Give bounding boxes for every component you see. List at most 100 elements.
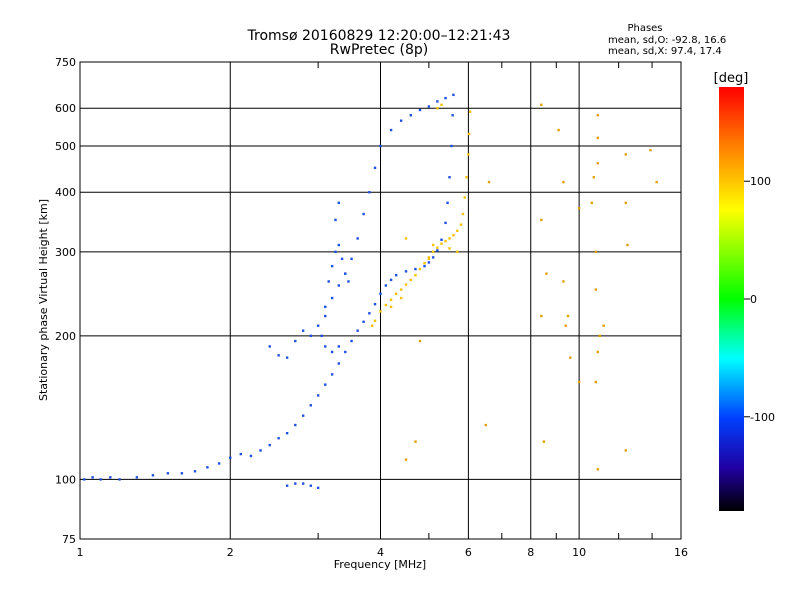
data-point [456, 250, 459, 254]
data-point [384, 303, 388, 307]
y-tick-label: 750 [55, 56, 76, 69]
data-point [316, 394, 320, 397]
colorbar-tick-label: -100 [750, 411, 775, 424]
data-point [624, 449, 627, 452]
data-point [596, 162, 599, 165]
data-point [309, 404, 312, 407]
data-point [350, 339, 353, 343]
x-tick-label: 2 [227, 546, 234, 559]
x-axis-label: Frequency [MHz] [334, 558, 426, 571]
data-point [389, 278, 393, 282]
data-point [427, 256, 431, 259]
data-point [344, 350, 347, 354]
data-point [330, 373, 334, 376]
data-point [109, 476, 112, 479]
data-point [418, 267, 422, 271]
data-point [368, 191, 371, 194]
data-point [394, 292, 398, 295]
data-point [467, 132, 471, 136]
data-point [592, 176, 595, 179]
data-point [180, 472, 184, 475]
data-point [404, 458, 408, 461]
data-point [285, 356, 289, 359]
chart-title: Tromsø 20160829 12:20:00–12:21:43 [247, 28, 511, 44]
data-point [229, 456, 232, 459]
x-tick-label: 1 [77, 546, 84, 559]
data-point [193, 470, 197, 473]
data-point [596, 136, 599, 140]
data-point [99, 478, 102, 481]
data-point [404, 270, 408, 273]
data-point [427, 257, 431, 261]
data-point [468, 110, 472, 113]
data-point [316, 324, 320, 327]
data-point [259, 449, 262, 452]
data-point [389, 298, 393, 301]
data-point [277, 354, 280, 357]
data-point [327, 280, 330, 283]
data-point [217, 462, 221, 465]
data-point [356, 237, 359, 240]
data-point [590, 201, 593, 205]
y-axis-ticks: 75 100 200 300 400 500 600 750 [55, 56, 76, 546]
data-point [444, 221, 447, 225]
data-point [436, 249, 439, 252]
chart-subtitle: RwPretec (8p) [330, 42, 428, 58]
data-point [465, 176, 468, 179]
data-point [337, 345, 341, 348]
data-point [379, 144, 382, 148]
data-point [330, 350, 334, 354]
data-point [436, 100, 439, 103]
data-point [316, 486, 320, 490]
data-point [301, 414, 305, 417]
colorbar-label: [deg] [714, 71, 749, 86]
x-tick-label: 10 [572, 546, 586, 559]
data-point [562, 280, 565, 283]
data-point [384, 284, 388, 287]
data-point [436, 107, 439, 110]
colorbar-ticks: 100 0 -100 [744, 175, 775, 424]
data-point [135, 476, 139, 479]
colorbar-tick-label: 100 [750, 175, 771, 188]
data-point [399, 119, 403, 122]
data-point [451, 114, 454, 117]
data-point [444, 239, 447, 243]
data-point [301, 329, 305, 332]
data-point [277, 437, 280, 440]
data-point [337, 362, 341, 365]
data-point [436, 246, 439, 249]
data-point [655, 180, 658, 184]
x-tick-label: 6 [465, 546, 472, 559]
data-point [268, 345, 271, 348]
data-point [414, 440, 417, 443]
data-point [309, 484, 312, 487]
y-tick-label: 600 [55, 102, 76, 115]
data-point [301, 482, 305, 485]
y-tick-label: 300 [55, 246, 76, 259]
data-point [249, 454, 253, 458]
data-point [368, 312, 371, 315]
data-point [598, 334, 601, 338]
data-point [440, 242, 443, 245]
data-point [334, 250, 337, 254]
data-point [350, 257, 353, 261]
data-point [487, 180, 491, 184]
data-point [294, 339, 297, 343]
data-point [239, 452, 243, 456]
data-point [373, 302, 377, 306]
x-tick-label: 4 [377, 546, 384, 559]
data-point [330, 296, 334, 300]
data-point [362, 320, 365, 323]
data-point [118, 478, 121, 481]
data-point [394, 273, 398, 277]
data-point [545, 272, 548, 275]
data-point [596, 114, 599, 117]
data-point [577, 207, 581, 210]
data-point [294, 423, 297, 427]
y-axis-label: Stationary phase Virtual Height [km] [37, 199, 50, 401]
data-point [467, 153, 470, 156]
data-point [431, 250, 435, 254]
data-point [324, 345, 327, 348]
data-point [569, 356, 572, 359]
